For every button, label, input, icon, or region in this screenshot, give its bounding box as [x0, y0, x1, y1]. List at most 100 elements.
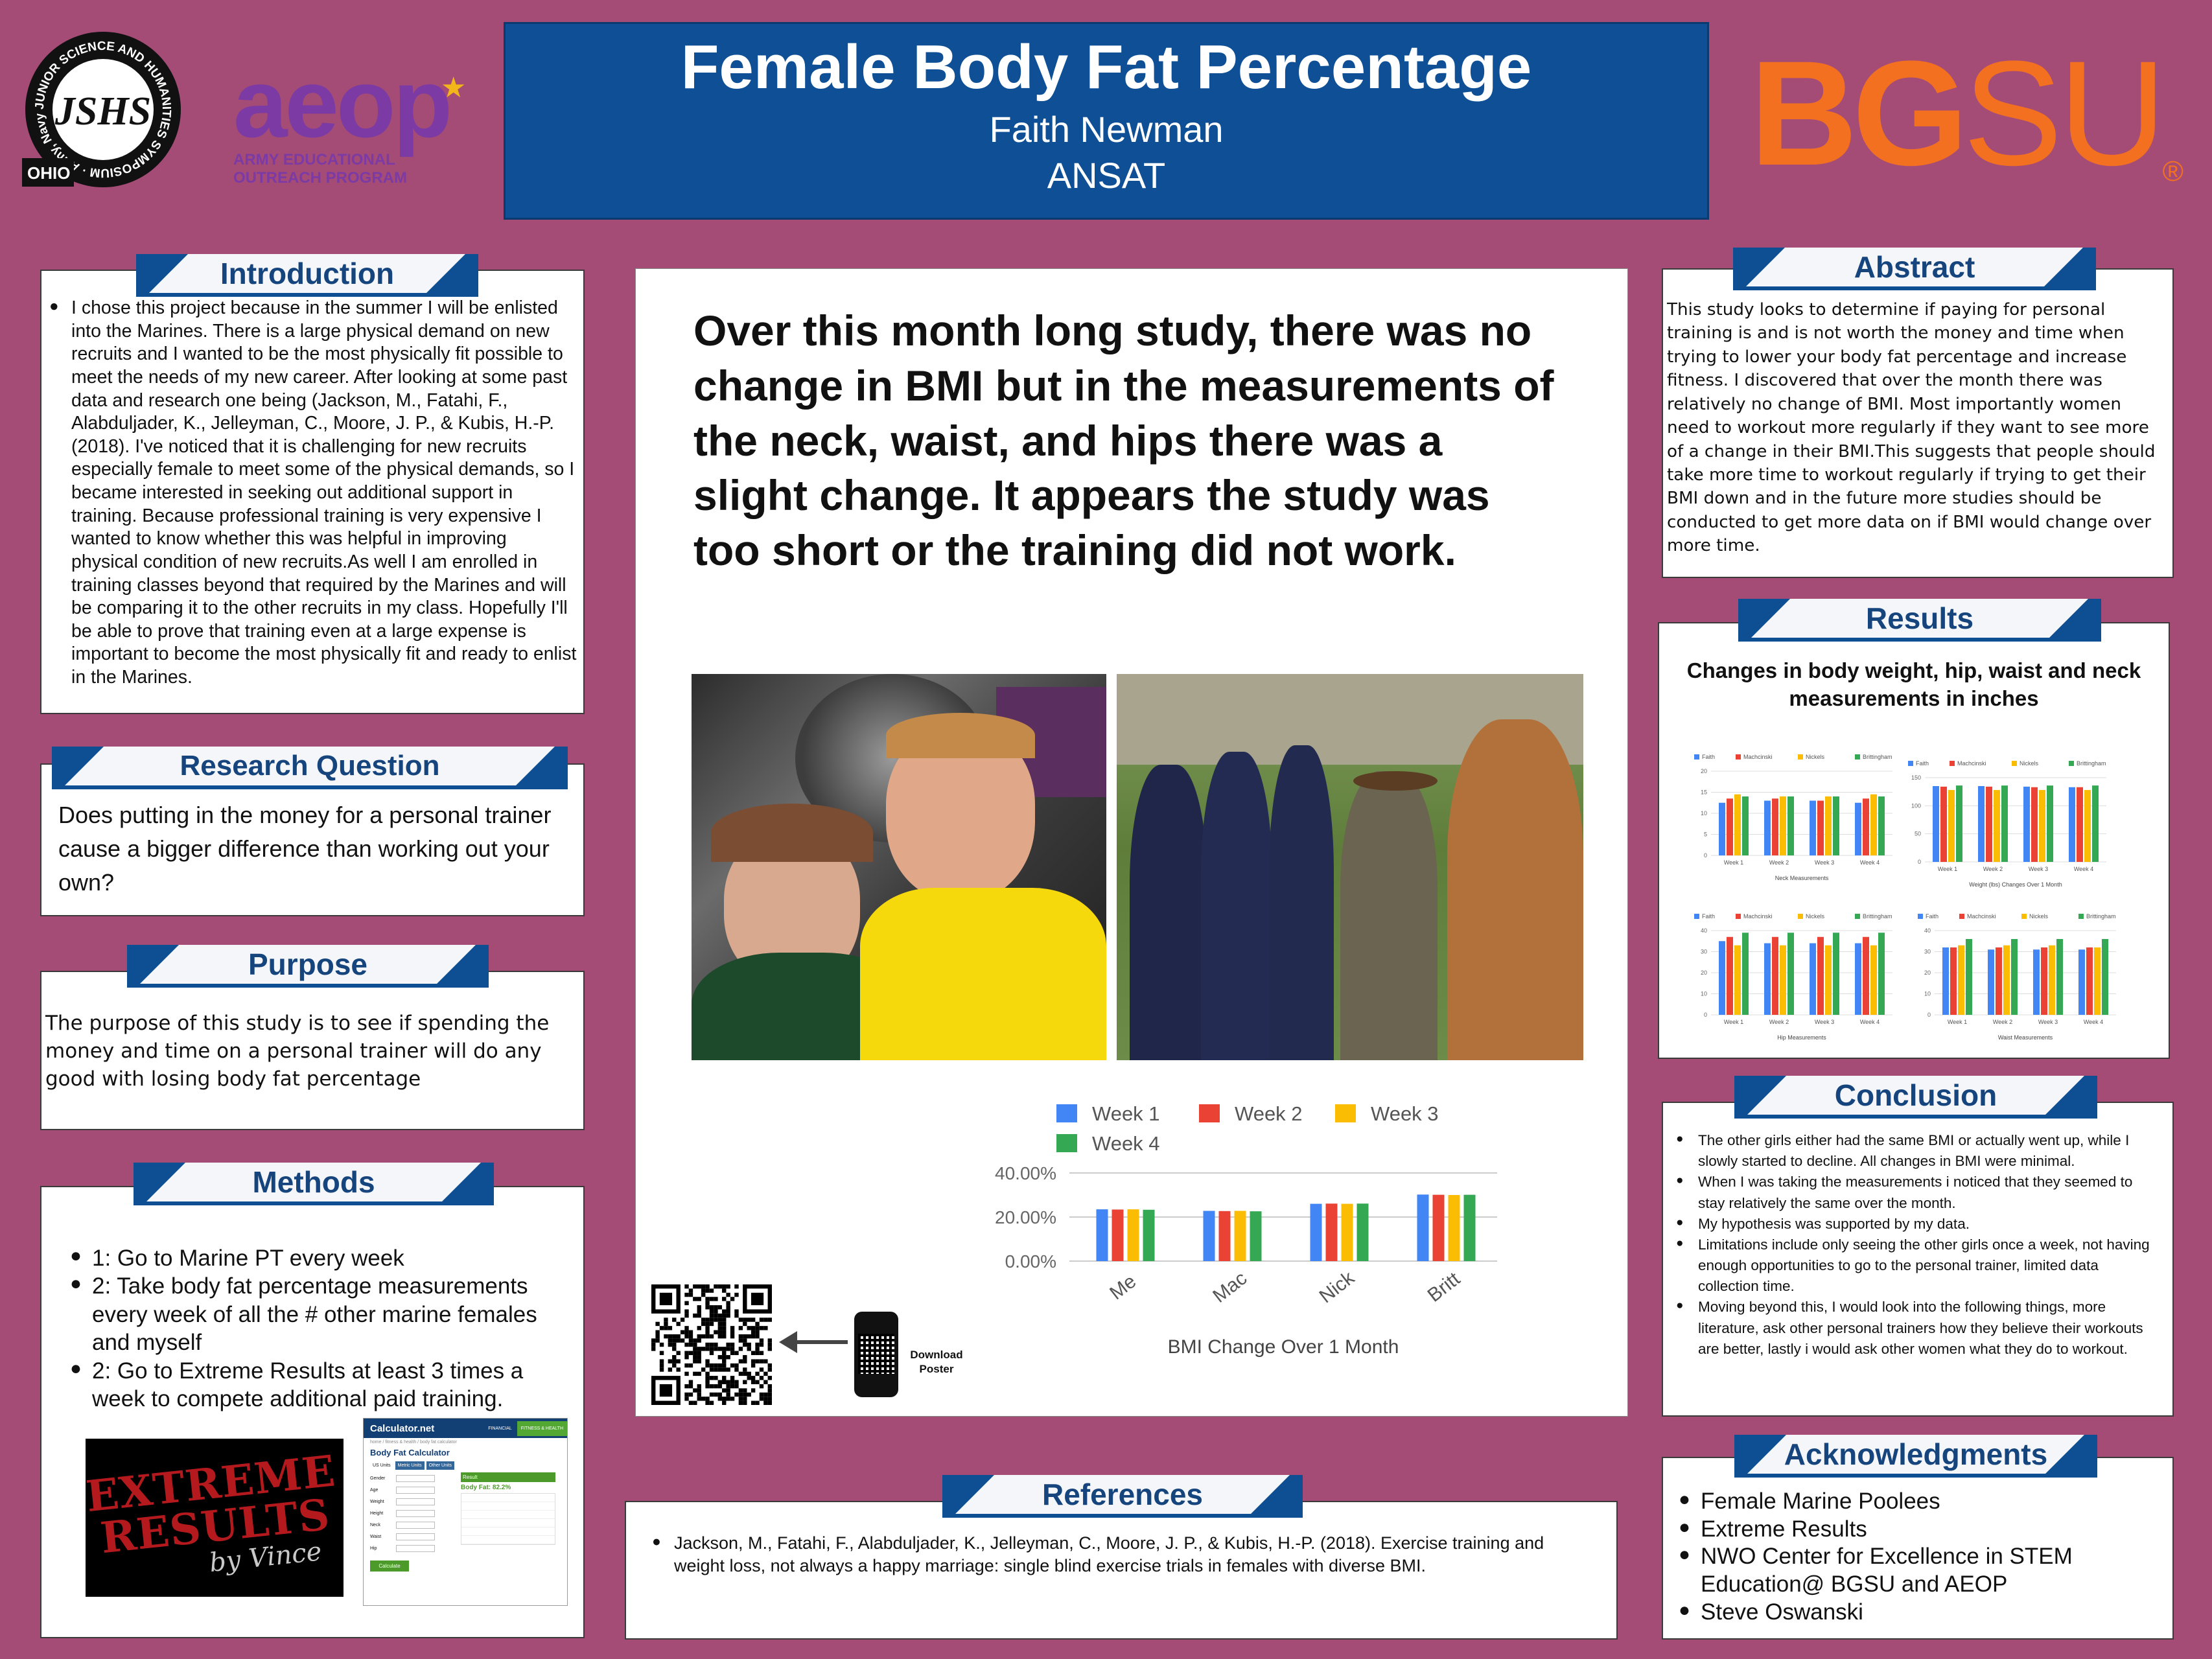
qr-module	[747, 1376, 751, 1380]
y-tick-label: 0	[1927, 1012, 1931, 1018]
qr-module	[759, 1359, 764, 1363]
qr-module	[709, 1347, 714, 1351]
qr-module	[684, 1326, 689, 1330]
qr-module	[676, 1321, 681, 1327]
qr-module	[697, 1284, 701, 1289]
qr-module	[726, 1309, 730, 1314]
qr-module	[693, 1313, 697, 1318]
bar	[1787, 933, 1794, 1015]
qr-module	[747, 1392, 751, 1397]
calc-result-value: Body Fat: 82.2%	[461, 1484, 511, 1491]
legend-swatch	[1918, 914, 1923, 919]
bar	[1325, 1203, 1338, 1261]
qr-finder	[751, 1292, 764, 1306]
qr-module	[714, 1330, 718, 1334]
qr-module	[726, 1392, 730, 1397]
y-tick-label: 0	[1704, 1012, 1707, 1018]
qr-module	[767, 1363, 772, 1368]
qr-module	[693, 1388, 697, 1393]
qr-module	[755, 1351, 760, 1356]
qr-module	[738, 1317, 743, 1322]
bar	[1817, 800, 1824, 855]
qr-module	[717, 1334, 723, 1339]
qr-module	[697, 1392, 701, 1397]
qr-module	[709, 1321, 714, 1327]
bar	[1810, 943, 1816, 1015]
qr-module	[743, 1380, 747, 1384]
qr-module	[664, 1334, 668, 1339]
bar	[1764, 943, 1771, 1015]
y-tick-label: 0	[1704, 852, 1707, 859]
qr-module	[717, 1305, 723, 1310]
qr-module	[709, 1305, 714, 1310]
bar	[1203, 1211, 1215, 1261]
qr-module	[668, 1334, 673, 1339]
results-heading-tab: Results	[1738, 599, 2101, 642]
bar	[1942, 947, 1949, 1015]
qr-module	[655, 1321, 660, 1327]
qr-module	[701, 1347, 706, 1351]
qr-module	[705, 1284, 710, 1289]
qr-module	[693, 1297, 697, 1301]
legend-label: Brittingham	[2077, 760, 2106, 767]
qr-module	[722, 1388, 727, 1393]
qr-module	[738, 1400, 743, 1405]
chart-title: Waist Measurements	[1998, 1034, 2053, 1041]
chart-title: Weight (lbs) Changes Over 1 Month	[1969, 881, 2062, 888]
qr-module	[726, 1367, 730, 1372]
qr-module	[717, 1367, 723, 1372]
legend-label: Machcinski	[1957, 760, 1986, 767]
y-tick-label: 30	[1924, 949, 1931, 955]
calc-button: Calculate	[370, 1560, 409, 1572]
bar	[1948, 790, 1955, 862]
bar	[1356, 1203, 1369, 1261]
research-question-text: Does putting in the money for a personal…	[58, 802, 552, 896]
introduction-heading: Introduction	[220, 257, 395, 290]
bar	[1250, 1211, 1262, 1261]
qr-module	[730, 1363, 735, 1368]
qr-module	[676, 1334, 681, 1339]
qr-module	[767, 1338, 772, 1343]
y-tick-label: 20	[1701, 768, 1707, 774]
qr-module	[755, 1342, 760, 1347]
qr-module	[743, 1317, 747, 1322]
qr-module	[763, 1317, 768, 1322]
qr-module	[726, 1313, 730, 1318]
qr-module	[688, 1292, 693, 1297]
qr-module	[705, 1317, 710, 1322]
qr-module	[722, 1313, 727, 1318]
bar	[2069, 787, 2075, 862]
y-tick-label: 0	[1918, 859, 1921, 865]
qr-module	[693, 1347, 697, 1351]
methods-heading: Methods	[252, 1165, 375, 1199]
legend-swatch	[2021, 914, 2027, 919]
qr-module	[705, 1371, 710, 1376]
bar	[1127, 1209, 1139, 1261]
qr-module	[697, 1309, 701, 1314]
bar	[1994, 790, 2000, 862]
phone-icon	[854, 1312, 898, 1397]
abstract-heading-tab: Abstract	[1733, 248, 2096, 290]
qr-module	[705, 1380, 710, 1384]
qr-module	[738, 1359, 743, 1363]
qr-module	[726, 1347, 730, 1351]
chart-title: Neck Measurements	[1775, 875, 1829, 881]
qr-module	[697, 1334, 701, 1339]
methods-item: 2: Take body fat percentage measurements…	[67, 1272, 564, 1356]
x-tick-label: Week 2	[1769, 1019, 1789, 1025]
conclusion-item: Moving beyond this, I would look into th…	[1673, 1297, 2161, 1360]
qr-module	[730, 1326, 735, 1330]
qr-module	[688, 1342, 693, 1347]
bar	[1817, 936, 1824, 1015]
qr-module	[697, 1351, 701, 1356]
legend-swatch	[2069, 761, 2074, 766]
bar	[1950, 947, 1957, 1015]
qr-module	[693, 1338, 697, 1343]
abstract-panel: This study looks to determine if paying …	[1662, 268, 2174, 578]
bgsu-logo: BGSU®	[1750, 39, 2183, 194]
qr-module	[730, 1334, 735, 1339]
author-name: Faith Newman	[989, 109, 1224, 150]
qr-module	[676, 1359, 681, 1363]
y-tick-label: 30	[1701, 949, 1707, 955]
legend-swatch	[1798, 754, 1803, 760]
